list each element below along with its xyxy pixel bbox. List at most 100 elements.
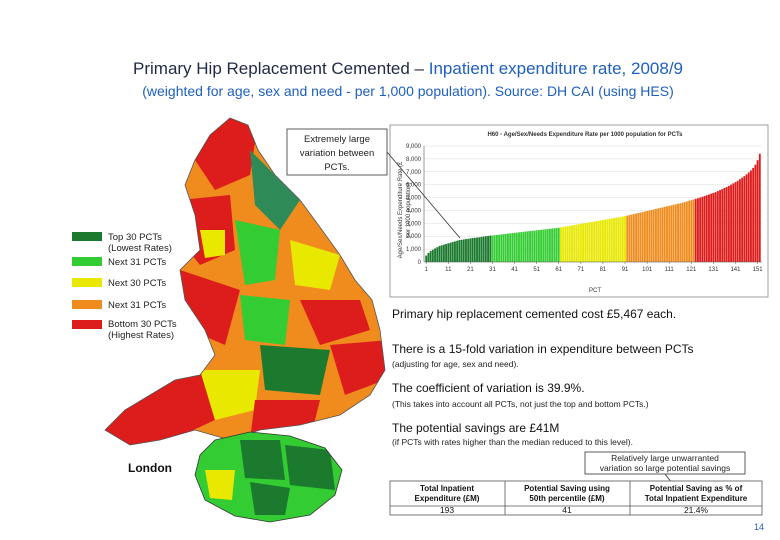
legend-label: Top 30 PCTs: [108, 232, 162, 243]
bar: [498, 234, 501, 262]
bar: [584, 223, 587, 262]
bar: [637, 213, 640, 262]
bar: [493, 235, 496, 262]
bar: [719, 190, 721, 262]
bar: [635, 213, 638, 262]
bar: [566, 226, 569, 262]
bar: [699, 197, 702, 262]
bar: [727, 185, 730, 262]
bar: [465, 239, 467, 262]
bar: [544, 229, 547, 262]
bar: [458, 240, 461, 262]
bar: [688, 200, 691, 262]
bar: [431, 249, 434, 262]
statement: Primary hip replacement cemented cost £5…: [392, 307, 676, 321]
table-cell: 21.4%: [684, 505, 709, 515]
bar: [520, 232, 523, 262]
bar: [515, 232, 518, 262]
y-tick-label: 4,000: [406, 208, 422, 214]
bar: [573, 225, 576, 262]
london-outline: [194, 431, 343, 523]
bar: [522, 231, 525, 262]
bar: [513, 232, 516, 262]
table-header: Total Inpatient Expenditure: [645, 494, 748, 503]
x-tick-label: 81: [600, 267, 607, 273]
bar: [434, 248, 436, 262]
table-cell: 193: [440, 505, 454, 515]
bar: [621, 216, 624, 262]
bar: [449, 242, 452, 262]
bar: [674, 204, 677, 262]
bar: [504, 233, 507, 262]
bar: [606, 219, 609, 262]
london-label: London: [128, 461, 172, 475]
bar: [721, 189, 724, 262]
y-tick-label: 2,000: [406, 234, 422, 240]
bar: [734, 182, 737, 262]
bar: [597, 220, 600, 262]
x-tick-label: 41: [511, 267, 518, 273]
bar: [725, 186, 728, 262]
x-tick-label: 11: [445, 267, 452, 273]
bar: [467, 238, 470, 262]
bar: [668, 205, 671, 262]
bar: [442, 244, 445, 262]
bar: [429, 251, 432, 262]
bar: [745, 174, 748, 262]
savings-table: Total Inpatient Expenditure (£M) Potenti…: [389, 480, 763, 516]
bar: [445, 243, 448, 262]
bar: [630, 214, 633, 262]
bar: [590, 221, 593, 262]
callout-text: PCTs.: [324, 162, 349, 173]
x-tick-label: 121: [686, 267, 697, 273]
bar: [524, 231, 527, 262]
bar: [495, 234, 498, 262]
bar: [509, 233, 512, 262]
statement-note: (adjusting for age, sex and need).: [392, 359, 519, 369]
callout-text: Extremely large: [304, 134, 370, 145]
bar: [582, 223, 584, 262]
bar: [560, 227, 562, 262]
y-tick-label: 6,000: [406, 183, 422, 189]
table-header: 50th percentile (£M): [529, 494, 604, 503]
bar: [708, 194, 710, 262]
bar: [568, 225, 571, 262]
x-tick-label: 111: [665, 267, 675, 273]
y-axis-label: Age/Sex/Needs Expenditure Rate (£: [398, 161, 404, 258]
y-tick-label: 0: [418, 260, 422, 266]
bar: [608, 218, 611, 262]
bar: [641, 211, 644, 262]
bar: [526, 231, 529, 262]
bar: [685, 201, 688, 262]
legend-swatch: [72, 320, 102, 329]
bar: [447, 243, 450, 262]
bar: [741, 177, 744, 262]
bar: [710, 193, 713, 262]
statement: The coefficient of variation is 39.9%.: [392, 381, 585, 395]
title-prefix: Primary Hip Replacement Cemented –: [133, 59, 425, 78]
legend-label: (Lowest Rates): [108, 243, 172, 254]
bar: [480, 236, 483, 262]
legend-swatch: [72, 232, 102, 241]
bar: [738, 179, 741, 262]
bar: [736, 180, 739, 262]
bar: [615, 217, 618, 262]
bar: [427, 252, 430, 262]
bar: [575, 224, 578, 262]
bar: [701, 196, 704, 262]
bar: [732, 183, 735, 262]
bar: [478, 237, 481, 262]
london-map: [195, 432, 342, 522]
bar: [659, 207, 662, 262]
callout-pointer: [386, 151, 461, 239]
bar: [643, 211, 646, 262]
x-tick-label: 141: [730, 267, 741, 273]
legend-label: Bottom 30 PCTs: [108, 319, 177, 330]
bar: [531, 230, 534, 262]
legend-label: Next 31 PCTs: [108, 300, 166, 311]
bar: [537, 230, 540, 262]
bar: [487, 235, 490, 262]
bar: [491, 235, 494, 262]
legend-swatch: [72, 257, 102, 266]
bar: [639, 212, 642, 262]
